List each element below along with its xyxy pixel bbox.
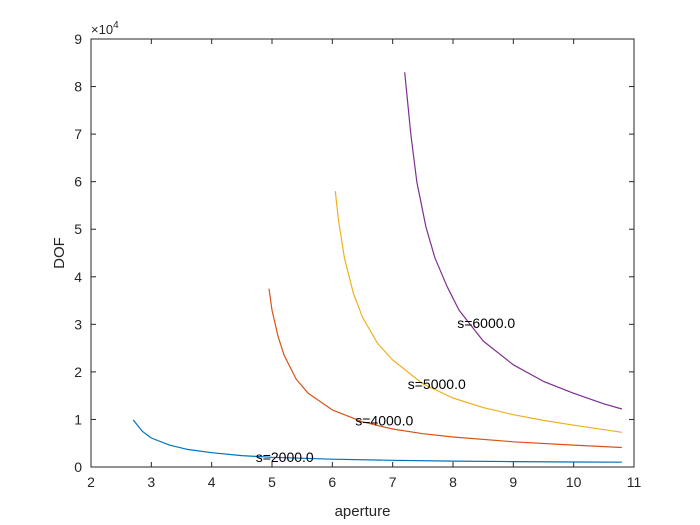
y-exponent-base: ×10 [91, 22, 113, 37]
series-annotation-2: s=4000.0 [355, 412, 413, 428]
x-tick-label: 9 [509, 474, 517, 490]
series-annotation-3: s=5000.0 [408, 376, 466, 392]
x-tick-label: 3 [147, 474, 155, 490]
y-tick-label: 1 [74, 411, 82, 427]
series-annotation-4: s=6000.0 [457, 315, 515, 331]
y-tick-label: 3 [74, 316, 82, 332]
x-tick-label: 11 [627, 474, 642, 490]
x-axis-label: aperture [335, 503, 391, 520]
series-line-4 [404, 72, 623, 410]
x-tick-label: 5 [268, 474, 276, 490]
y-tick-label: 5 [74, 221, 82, 237]
y-tick-label: 4 [74, 269, 82, 285]
x-tick-label: 8 [449, 474, 457, 490]
series-layer [132, 72, 623, 463]
series-line-1 [132, 419, 622, 463]
x-tick-label: 4 [208, 474, 216, 490]
series-line-3 [334, 191, 622, 433]
y-tick-label: 9 [74, 31, 82, 47]
x-tick-label: 6 [328, 474, 336, 490]
x-tick-label: 2 [87, 474, 95, 490]
y-tick-label: 2 [74, 364, 82, 380]
y-axis-label: DOF [51, 237, 68, 269]
y-tick-label: 8 [74, 79, 82, 95]
annotations-layer: s=2000.0 s=4000.0 s=5000.0 s=6000.0 [256, 315, 516, 465]
plot-area [90, 38, 635, 468]
y-exponent-power: 4 [113, 20, 119, 31]
y-exponent-label: ×104 [91, 20, 119, 37]
series-line-2 [268, 288, 622, 449]
y-tick-label: 6 [74, 174, 82, 190]
axis-ticks: 2 3 4 5 6 7 8 9 10 11 0 1 2 3 4 5 6 7 8 9 [74, 31, 641, 490]
y-tick-label: 0 [74, 459, 82, 475]
x-tick-label: 10 [566, 474, 582, 490]
series-annotation-1: s=2000.0 [256, 449, 314, 465]
x-tick-label: 7 [389, 474, 397, 490]
y-tick-label: 7 [74, 126, 82, 142]
